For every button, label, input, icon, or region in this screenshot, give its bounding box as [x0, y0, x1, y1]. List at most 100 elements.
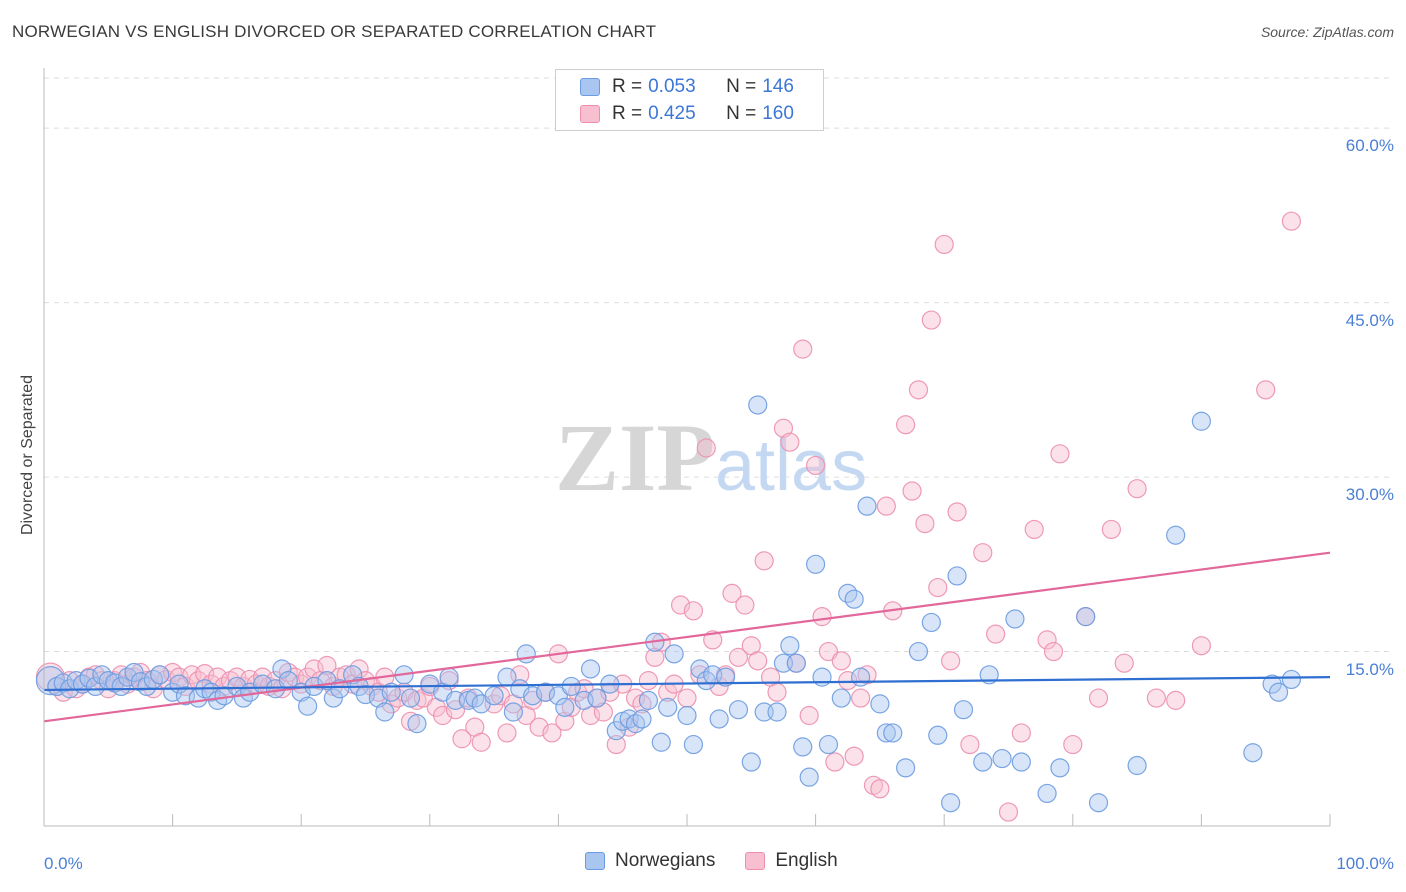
norwegian-point	[947, 566, 967, 586]
norwegian-point	[851, 667, 871, 687]
norwegian-point	[1243, 743, 1263, 763]
english-point	[998, 802, 1019, 822]
english-point	[870, 779, 890, 799]
english-point	[1281, 211, 1302, 231]
norwegian-point	[1005, 609, 1025, 629]
norwegian-trend-line	[43, 676, 1331, 692]
english-point	[722, 583, 742, 603]
norwegian-point	[896, 758, 916, 778]
english-point	[606, 734, 626, 755]
english-point	[1011, 723, 1031, 743]
english-point	[1256, 380, 1276, 400]
norwegian-point	[1127, 755, 1147, 776]
watermark-atlas: atlas	[715, 426, 867, 506]
english-point	[767, 682, 787, 702]
english-point	[921, 310, 941, 330]
english-point	[934, 234, 954, 255]
norwegian-point	[272, 659, 292, 679]
english-point	[735, 595, 755, 615]
english-point	[1024, 519, 1044, 540]
norwegian-point	[439, 667, 459, 687]
norwegian-point	[407, 714, 427, 734]
norwegian-point	[561, 676, 581, 697]
norwegian-point	[799, 767, 819, 787]
english-legend-icon	[745, 852, 766, 870]
norwegian-point	[728, 700, 749, 720]
legend-row-english: R = 0.425 N = 160	[580, 102, 794, 126]
norwegian-points	[35, 395, 1302, 813]
english-point	[1037, 630, 1057, 650]
norwegian-point	[876, 723, 896, 743]
norwegian-point	[375, 702, 395, 722]
english-point	[677, 688, 697, 708]
english-point	[1063, 734, 1083, 755]
norwegian-point	[709, 709, 729, 729]
norwegian-point	[941, 793, 961, 813]
english-n-value: 160	[762, 103, 794, 124]
norwegian-point	[677, 705, 697, 726]
norwegian-point	[1281, 669, 1302, 690]
norwegian-point	[928, 725, 948, 745]
english-point	[844, 746, 864, 766]
norwegian-point	[1166, 525, 1186, 545]
english-point	[973, 543, 993, 563]
english-point	[825, 752, 845, 772]
english-r-label: R =	[612, 103, 643, 124]
english-point	[812, 607, 832, 627]
x-tick-min: 0.0%	[44, 854, 83, 873]
english-point	[831, 651, 851, 671]
norwegian-point	[1076, 607, 1096, 627]
english-point	[793, 339, 813, 359]
norwegian-point	[1011, 752, 1031, 772]
norwegian-point	[992, 748, 1012, 769]
english-point	[818, 641, 839, 662]
norwegian-point	[1268, 682, 1289, 702]
norwegian-point	[793, 737, 813, 757]
english-point	[876, 496, 896, 516]
norwegians-n-value: 146	[762, 76, 794, 97]
english-point	[1114, 653, 1134, 673]
norwegian-point	[555, 697, 575, 717]
norwegian-point	[857, 496, 877, 516]
english-r-value: 0.425	[648, 103, 696, 124]
english-point	[986, 624, 1006, 644]
norwegian-point	[330, 679, 350, 699]
norwegian-point	[606, 721, 626, 741]
norwegian-point	[1088, 793, 1109, 813]
english-points	[35, 211, 1302, 822]
norwegian-point	[844, 589, 864, 609]
english-point	[902, 481, 922, 501]
legend-item-english[interactable]: English	[745, 850, 838, 872]
norwegian-point	[587, 688, 607, 708]
y-tick-label-30: 30.0%	[1345, 485, 1394, 505]
english-point	[497, 723, 517, 743]
norwegian-point	[786, 653, 806, 673]
english-point	[754, 551, 774, 571]
norwegian-point	[503, 702, 523, 722]
norwegian-point	[780, 636, 800, 656]
y-tick-label-15: 15.0%	[1345, 659, 1394, 679]
norwegian-point	[683, 734, 704, 755]
norwegians-legend-icon	[585, 852, 605, 870]
norwegians-swatch-icon	[580, 78, 600, 96]
english-point	[555, 711, 575, 731]
trend-lines	[43, 551, 1331, 723]
norwegian-point	[805, 554, 826, 574]
english-point	[896, 415, 916, 435]
norwegians-n-label: N =	[726, 76, 757, 97]
english-point	[1050, 444, 1070, 464]
norwegian-point	[632, 709, 652, 729]
english-point	[915, 513, 935, 534]
english-point	[728, 647, 749, 667]
norwegian-point	[1050, 758, 1070, 778]
english-point	[947, 502, 967, 522]
legend-item-norwegians[interactable]: Norwegians	[585, 850, 715, 872]
watermark: ZIP atlas	[555, 404, 867, 511]
norwegian-point	[638, 690, 659, 710]
norwegian-point	[921, 612, 941, 633]
legend-row-norwegians: R = 0.053 N = 146	[580, 75, 794, 99]
english-point	[471, 732, 491, 752]
english-point	[805, 455, 826, 476]
series-legend: Norwegians English	[585, 850, 868, 872]
